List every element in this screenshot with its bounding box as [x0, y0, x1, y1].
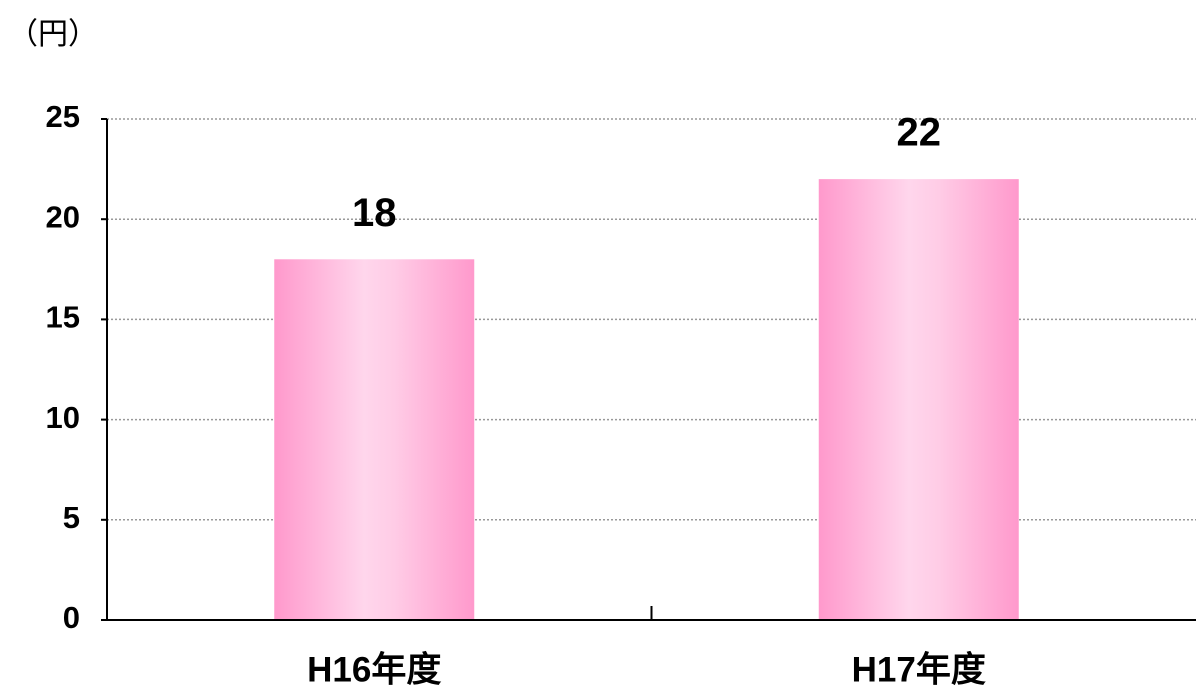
y-tick-label: 0: [63, 600, 80, 635]
y-tick-label: 5: [63, 500, 80, 535]
y-tick-label: 25: [46, 99, 80, 134]
data-label: 22: [897, 111, 942, 155]
bar: [818, 179, 1019, 620]
data-label: 18: [352, 191, 397, 235]
y-tick-label: 15: [46, 300, 80, 335]
bar: [274, 259, 475, 620]
x-tick-label: H16年度: [307, 650, 441, 689]
y-tick-label: 10: [46, 400, 80, 435]
y-axis-label: （円）: [8, 18, 98, 51]
y-tick-label: 20: [46, 199, 80, 234]
x-tick-label: H17年度: [852, 650, 986, 689]
